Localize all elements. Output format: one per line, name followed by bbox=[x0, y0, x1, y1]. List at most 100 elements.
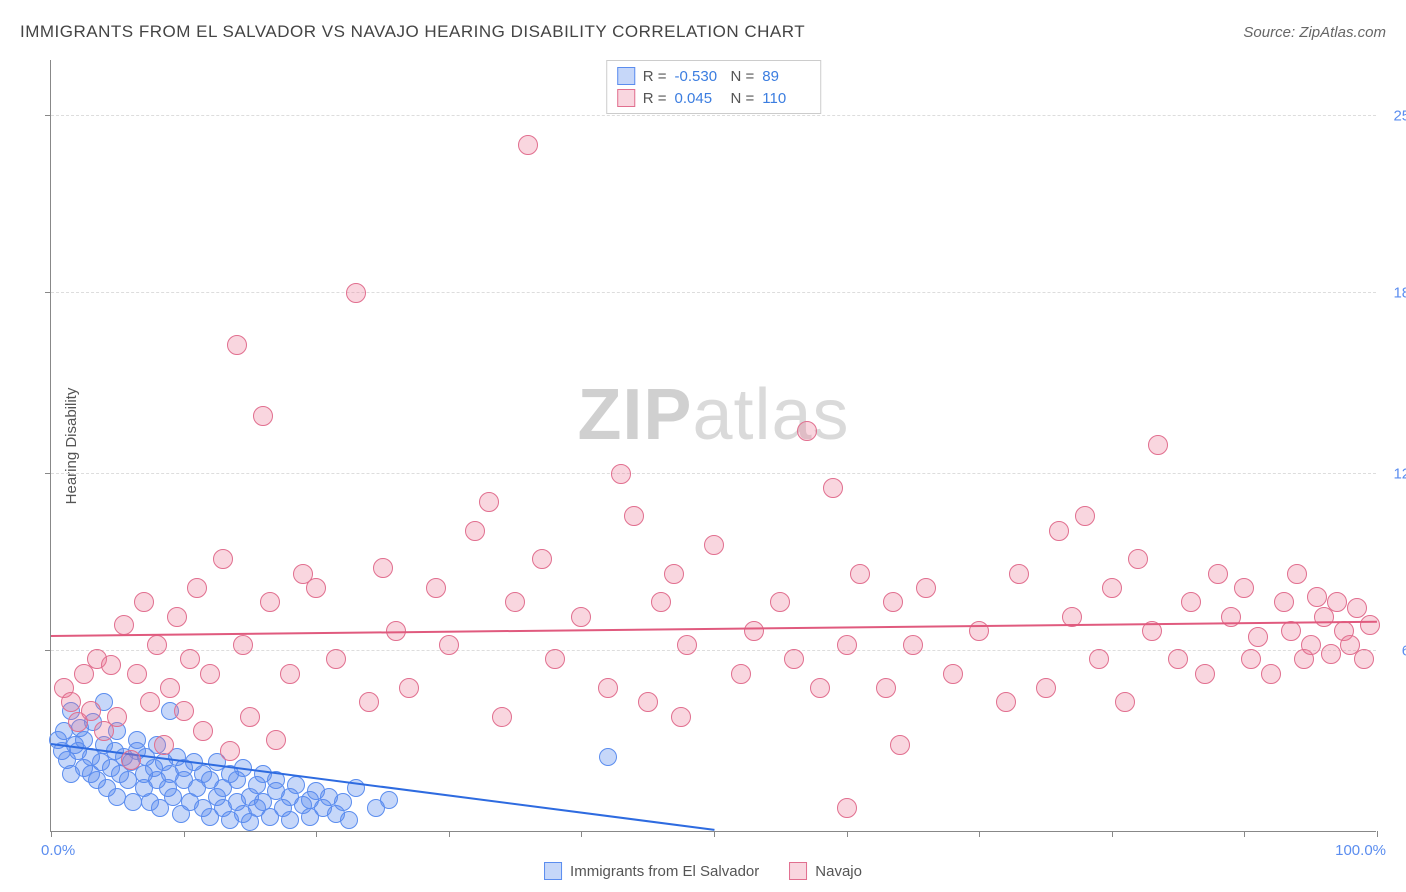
data-point-navajo bbox=[326, 649, 346, 669]
data-point-navajo bbox=[147, 635, 167, 655]
y-tick-label: 18.8% bbox=[1381, 285, 1406, 302]
data-point-navajo bbox=[227, 335, 247, 355]
data-point-navajo bbox=[1287, 564, 1307, 584]
data-point-navajo bbox=[1360, 615, 1380, 635]
chart-title: IMMIGRANTS FROM EL SALVADOR VS NAVAJO HE… bbox=[20, 22, 805, 42]
data-point-navajo bbox=[744, 621, 764, 641]
data-point-navajo bbox=[810, 678, 830, 698]
data-point-navajo bbox=[651, 592, 671, 612]
data-point-navajo bbox=[1274, 592, 1294, 612]
data-point-navajo bbox=[664, 564, 684, 584]
swatch-navajo bbox=[617, 89, 635, 107]
data-point-navajo bbox=[671, 707, 691, 727]
stats-legend-box: R =-0.530N =89R =0.045N =110 bbox=[606, 60, 822, 114]
gridline-h bbox=[51, 115, 1376, 116]
data-point-navajo bbox=[81, 701, 101, 721]
data-point-navajo bbox=[1089, 649, 1109, 669]
data-point-navajo bbox=[1075, 506, 1095, 526]
data-point-navajo bbox=[346, 283, 366, 303]
data-point-navajo bbox=[1307, 587, 1327, 607]
source-attribution: Source: ZipAtlas.com bbox=[1243, 24, 1386, 41]
data-point-navajo bbox=[200, 664, 220, 684]
data-point-navajo bbox=[837, 798, 857, 818]
data-point-navajo bbox=[399, 678, 419, 698]
data-point-navajo bbox=[731, 664, 751, 684]
data-point-navajo bbox=[260, 592, 280, 612]
data-point-navajo bbox=[1195, 664, 1215, 684]
data-point-navajo bbox=[121, 750, 141, 770]
data-point-navajo bbox=[240, 707, 260, 727]
regression-line-navajo bbox=[51, 620, 1377, 636]
legend-item-navajo: Navajo bbox=[789, 862, 862, 880]
data-point-navajo bbox=[1009, 564, 1029, 584]
data-point-navajo bbox=[903, 635, 923, 655]
data-point-navajo bbox=[187, 578, 207, 598]
data-point-navajo bbox=[479, 492, 499, 512]
data-point-navajo bbox=[1036, 678, 1056, 698]
data-point-navajo bbox=[883, 592, 903, 612]
legend-swatch-navajo bbox=[789, 862, 807, 880]
data-point-navajo bbox=[213, 549, 233, 569]
data-point-navajo bbox=[1301, 635, 1321, 655]
legend-item-elsalvador: Immigrants from El Salvador bbox=[544, 862, 759, 880]
watermark: ZIPatlas bbox=[577, 374, 849, 456]
data-point-navajo bbox=[823, 478, 843, 498]
gridline-h bbox=[51, 473, 1376, 474]
data-point-navajo bbox=[193, 721, 213, 741]
data-point-navajo bbox=[1327, 592, 1347, 612]
data-point-navajo bbox=[174, 701, 194, 721]
y-axis-label: Hearing Disability bbox=[63, 387, 80, 504]
data-point-navajo bbox=[518, 135, 538, 155]
swatch-elsalvador bbox=[617, 67, 635, 85]
data-point-navajo bbox=[890, 735, 910, 755]
data-point-navajo bbox=[996, 692, 1016, 712]
data-point-navajo bbox=[1234, 578, 1254, 598]
data-point-elsalvador bbox=[340, 811, 358, 829]
data-point-navajo bbox=[1281, 621, 1301, 641]
data-point-navajo bbox=[439, 635, 459, 655]
y-tick-label: 12.5% bbox=[1381, 465, 1406, 482]
data-point-navajo bbox=[1168, 649, 1188, 669]
data-point-navajo bbox=[1248, 627, 1268, 647]
data-point-elsalvador bbox=[599, 748, 617, 766]
y-tick-label: 25.0% bbox=[1381, 108, 1406, 125]
data-point-navajo bbox=[280, 664, 300, 684]
data-point-navajo bbox=[1261, 664, 1281, 684]
data-point-navajo bbox=[1241, 649, 1261, 669]
data-point-navajo bbox=[1115, 692, 1135, 712]
data-point-navajo bbox=[492, 707, 512, 727]
y-tick-label: 6.3% bbox=[1381, 642, 1406, 659]
data-point-navajo bbox=[1208, 564, 1228, 584]
data-point-navajo bbox=[969, 621, 989, 641]
chart-area: Hearing Disability 0.0% 100.0% ZIPatlas … bbox=[50, 60, 1376, 832]
x-axis-max-label: 100.0% bbox=[1335, 842, 1386, 859]
data-point-navajo bbox=[101, 655, 121, 675]
data-point-navajo bbox=[266, 730, 286, 750]
data-point-navajo bbox=[114, 615, 134, 635]
stats-row-navajo: R =0.045N =110 bbox=[617, 87, 811, 109]
data-point-navajo bbox=[306, 578, 326, 598]
data-point-navajo bbox=[837, 635, 857, 655]
data-point-navajo bbox=[770, 592, 790, 612]
data-point-navajo bbox=[1321, 644, 1341, 664]
data-point-navajo bbox=[253, 406, 273, 426]
data-point-navajo bbox=[532, 549, 552, 569]
data-point-navajo bbox=[1128, 549, 1148, 569]
data-point-navajo bbox=[465, 521, 485, 541]
data-point-navajo bbox=[611, 464, 631, 484]
data-point-navajo bbox=[154, 735, 174, 755]
data-point-navajo bbox=[598, 678, 618, 698]
data-point-elsalvador bbox=[281, 811, 299, 829]
data-point-elsalvador bbox=[334, 793, 352, 811]
data-point-navajo bbox=[677, 635, 697, 655]
data-point-navajo bbox=[220, 741, 240, 761]
data-point-navajo bbox=[167, 607, 187, 627]
data-point-navajo bbox=[134, 592, 154, 612]
series-legend: Immigrants from El Salvador Navajo bbox=[544, 862, 862, 880]
data-point-navajo bbox=[571, 607, 591, 627]
data-point-elsalvador bbox=[128, 731, 146, 749]
data-point-navajo bbox=[373, 558, 393, 578]
data-point-navajo bbox=[638, 692, 658, 712]
data-point-navajo bbox=[61, 692, 81, 712]
data-point-navajo bbox=[1181, 592, 1201, 612]
